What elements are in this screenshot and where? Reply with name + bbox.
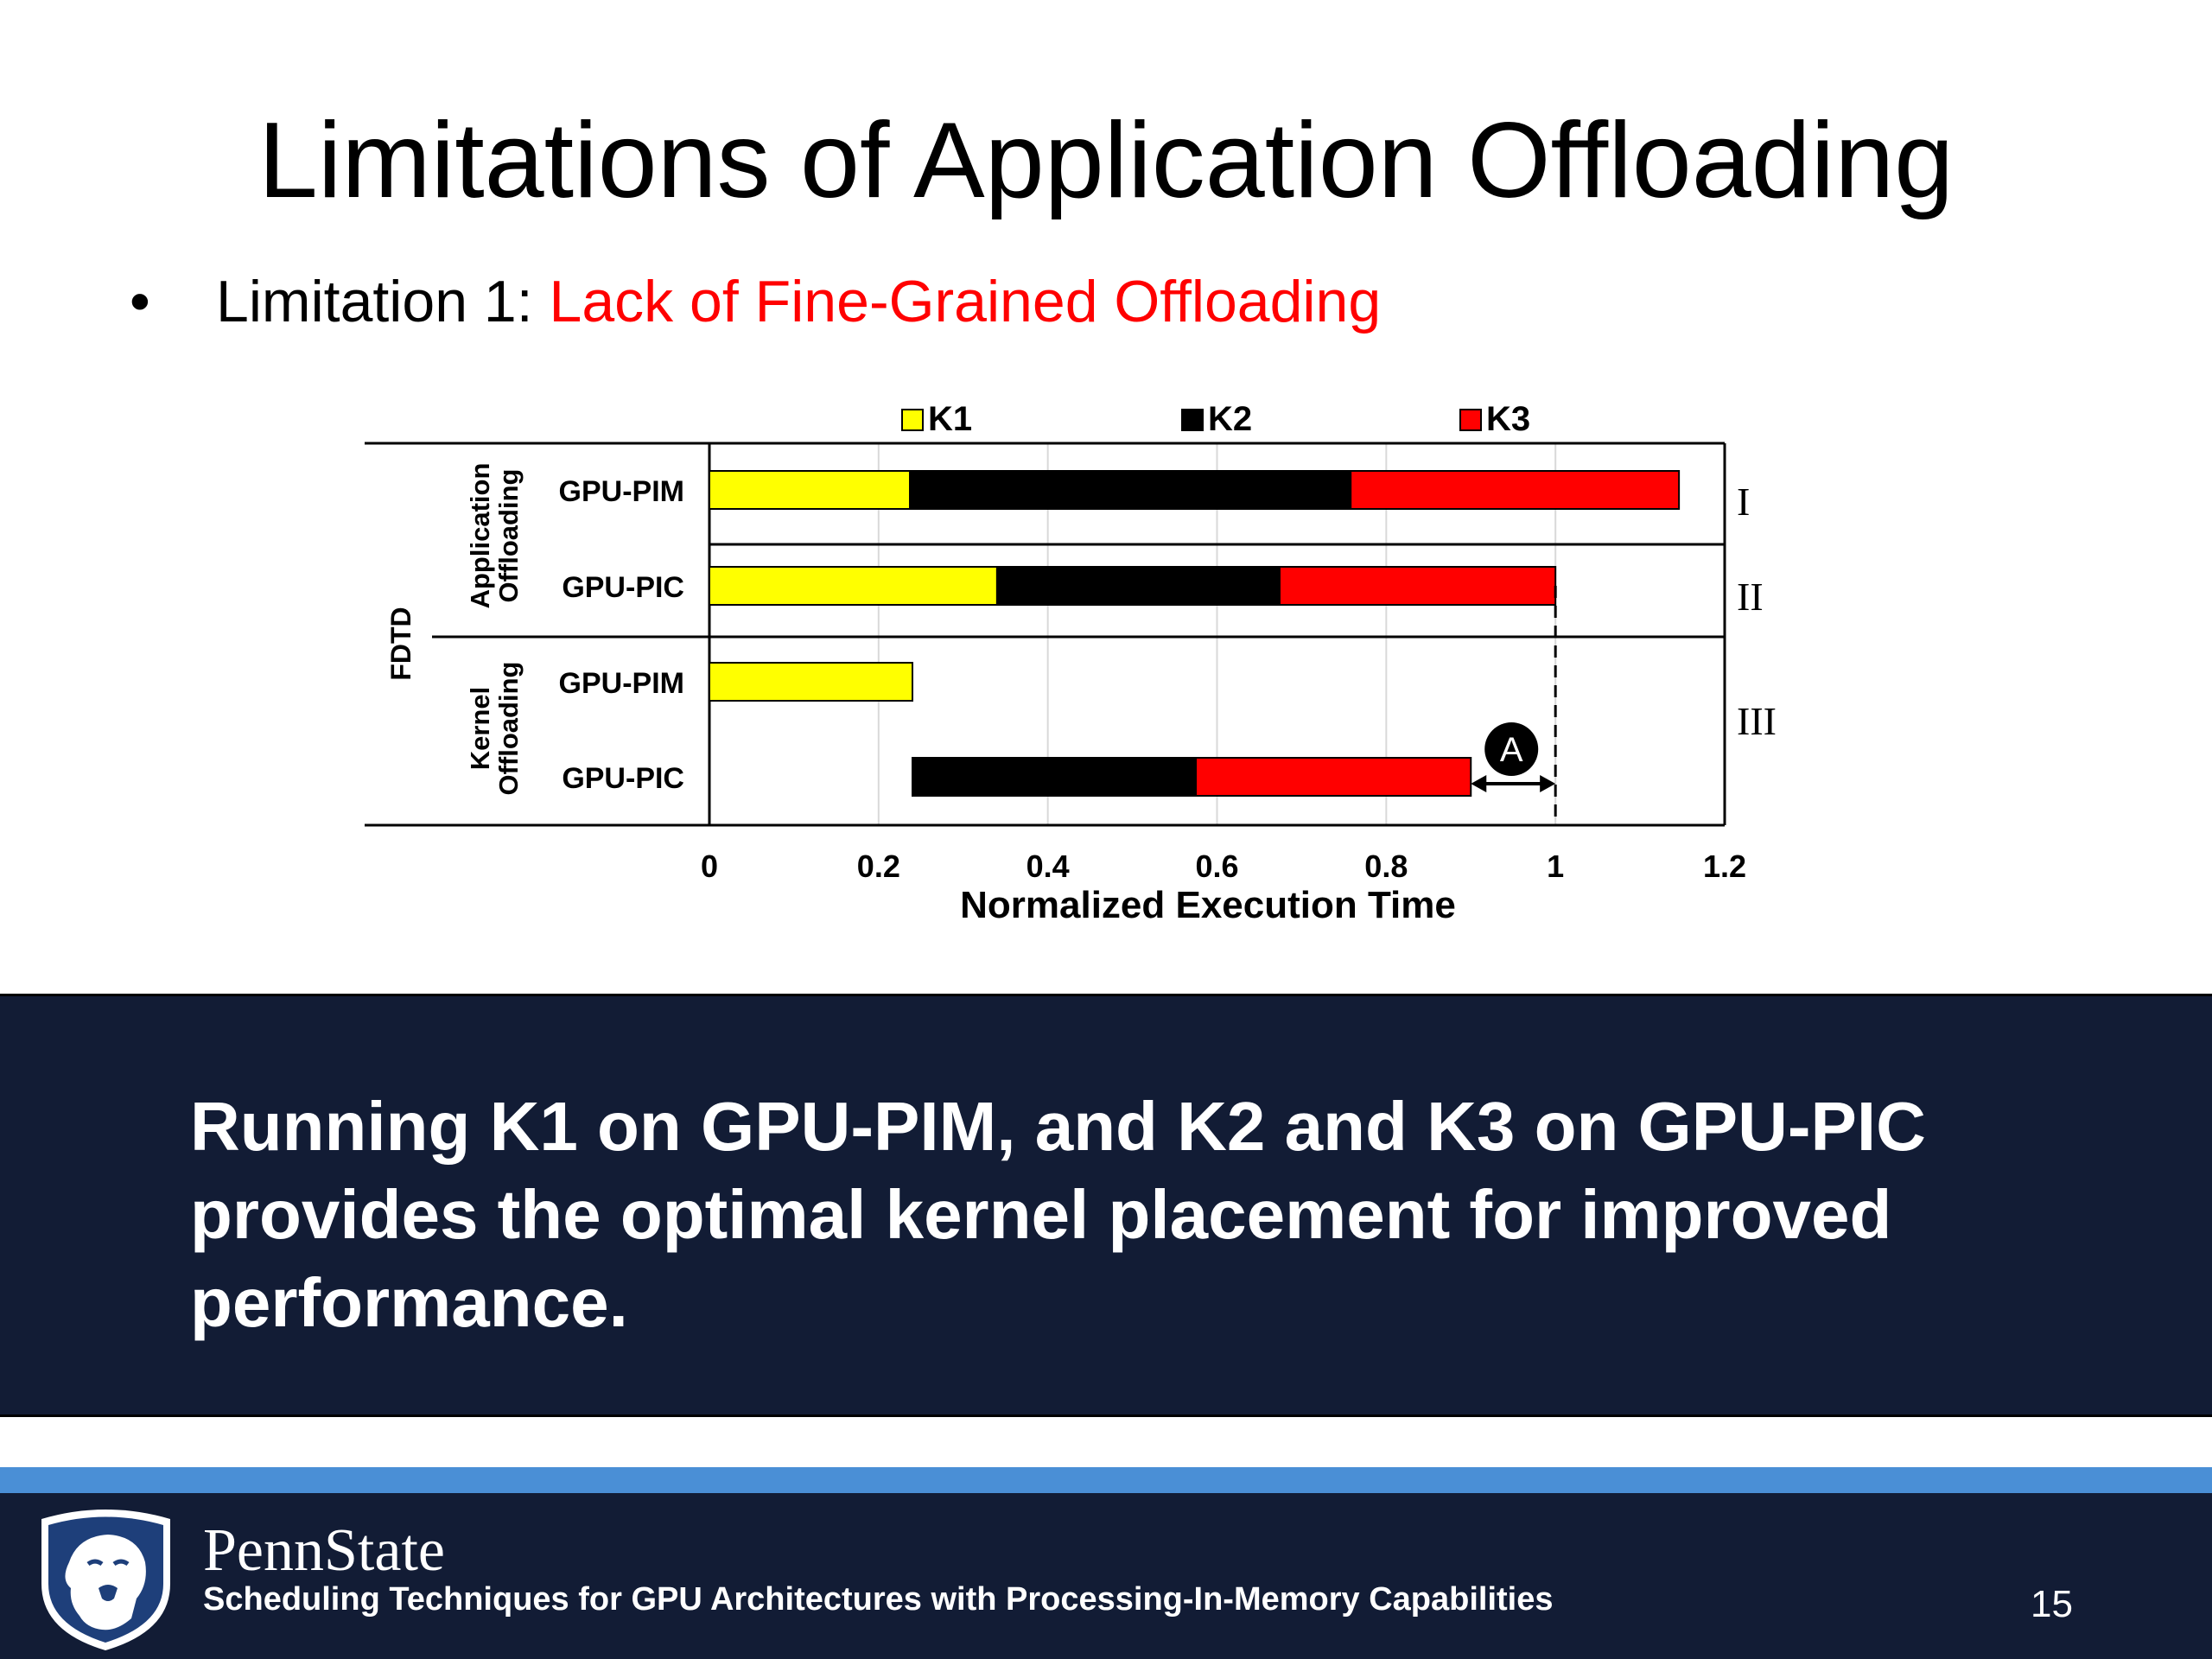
- footer-brand: PennState: [203, 1517, 445, 1584]
- slide-title: Limitations of Application Offloading: [257, 101, 1955, 220]
- x-tick-label: 0: [701, 849, 718, 884]
- legend-swatch-k3: [1459, 409, 1482, 431]
- bar-k2: [909, 470, 1352, 510]
- annotation-arrowhead-right: [1540, 775, 1556, 792]
- bar-k2: [995, 566, 1281, 606]
- x-tick-label: 0.6: [1195, 849, 1238, 884]
- bar-k1: [709, 470, 912, 510]
- bar-k2: [912, 757, 1198, 797]
- execution-time-chart: K1 K2 K3 0 0.2 0.4 0.6 0.8 1 1.2 Normalized Execu…: [365, 400, 1777, 926]
- group-label: Application: [465, 463, 495, 609]
- bar-k3: [1350, 470, 1681, 510]
- axis-labels: 0 0.2 0.4 0.6 0.8 1 1.2 Normalized Execution Ti…: [385, 463, 1777, 926]
- x-tick-label: 0.8: [1364, 849, 1408, 884]
- bar-k3: [1278, 566, 1557, 606]
- footer-stripe: [0, 1467, 2212, 1493]
- roman-numeral: I: [1737, 480, 1750, 524]
- callout-box: Running K1 on GPU-PIM, and K2 and K3 on …: [0, 994, 2212, 1417]
- bullet-highlight: Lack of Fine-Grained Offloading: [549, 269, 1382, 334]
- legend: K1 K2 K3: [901, 400, 1530, 438]
- roman-numeral: II: [1737, 575, 1764, 619]
- outer-group-label: FDTD: [385, 607, 416, 680]
- group-label: Kernel: [465, 687, 495, 770]
- row-label: GPU-PIM: [559, 475, 684, 508]
- footer-bar: [0, 1493, 2212, 1659]
- x-tick-label: 1: [1547, 849, 1564, 884]
- x-axis-title: Normalized Execution Time: [960, 884, 1456, 926]
- legend-swatch-k2: [1181, 409, 1204, 431]
- legend-swatch-k1: [901, 409, 924, 431]
- group-label: Offloading: [493, 662, 524, 796]
- row-label: GPU-PIM: [559, 667, 684, 700]
- x-tick-label: 0.2: [857, 849, 900, 884]
- legend-label-k2: K2: [1208, 400, 1252, 438]
- legend-label-k3: K3: [1486, 400, 1530, 438]
- footer-subtitle: Scheduling Techniques for GPU Architectu…: [203, 1581, 1554, 1618]
- bar-k1: [709, 662, 913, 702]
- roman-numeral: III: [1737, 699, 1777, 743]
- annotation-label: A: [1500, 731, 1523, 769]
- bar-k3: [1195, 757, 1472, 797]
- bullet-prefix: Limitation 1:: [216, 269, 550, 334]
- legend-label-k1: K1: [928, 400, 972, 438]
- page-number: 15: [2031, 1583, 2073, 1625]
- row-label: GPU-PIC: [562, 762, 684, 795]
- callout-text: Running K1 on GPU-PIM, and K2 and K3 on …: [190, 1088, 1926, 1341]
- nittany-lion-shield-logo: [41, 1510, 170, 1650]
- annotation-arrowhead-left: [1471, 775, 1487, 792]
- bullet-marker: •: [130, 269, 150, 334]
- row-label: GPU-PIC: [562, 571, 684, 604]
- x-tick-label: 1.2: [1703, 849, 1746, 884]
- bars: [709, 470, 1681, 797]
- chart-frame: [365, 442, 1726, 827]
- annotations: A: [1471, 586, 1557, 825]
- x-tick-label: 0.4: [1027, 849, 1070, 884]
- bullet-item: • Limitation 1: Lack of Fine-Grained Offl…: [130, 268, 1381, 335]
- bar-k1: [709, 566, 998, 606]
- annotation-circle: [1484, 722, 1539, 776]
- group-label: Offloading: [493, 469, 524, 603]
